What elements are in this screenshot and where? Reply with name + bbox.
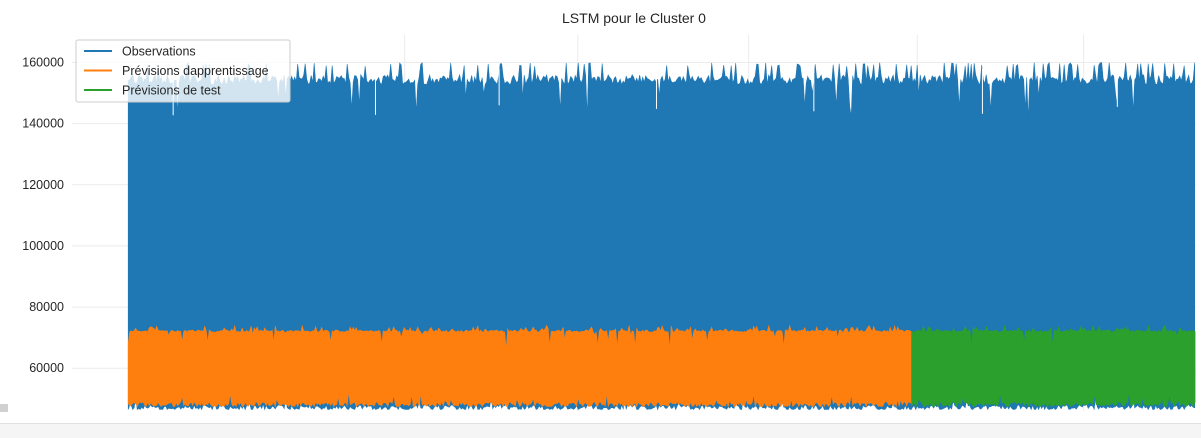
series-0 — [127, 61, 1195, 411]
y-tick-label: 140000 — [22, 117, 64, 131]
legend-label: Prévisions de test — [122, 84, 221, 98]
legend-label: Observations — [122, 45, 196, 59]
y-axis: 60000 80000 100000 120000 140000 160000 — [22, 56, 64, 376]
legend-box — [75, 39, 291, 103]
y-tick-label: 120000 — [22, 178, 64, 192]
scroll-indicator — [0, 404, 8, 412]
y-tick-label: 100000 — [22, 239, 64, 253]
series-2 — [911, 324, 1196, 408]
y-tick-label: 60000 — [29, 361, 64, 375]
series-1 — [127, 324, 912, 408]
legend: Observations Prévisions dapprentissage Pré… — [75, 39, 291, 103]
series-layer — [127, 61, 1196, 411]
legend-label: Prévisions dapprentissage — [122, 64, 269, 78]
y-tick-label: 80000 — [29, 300, 64, 314]
y-tick-label: 160000 — [22, 56, 64, 70]
bottom-bar — [0, 423, 1201, 438]
chart-title: LSTM pour le Cluster 0 — [562, 10, 706, 26]
